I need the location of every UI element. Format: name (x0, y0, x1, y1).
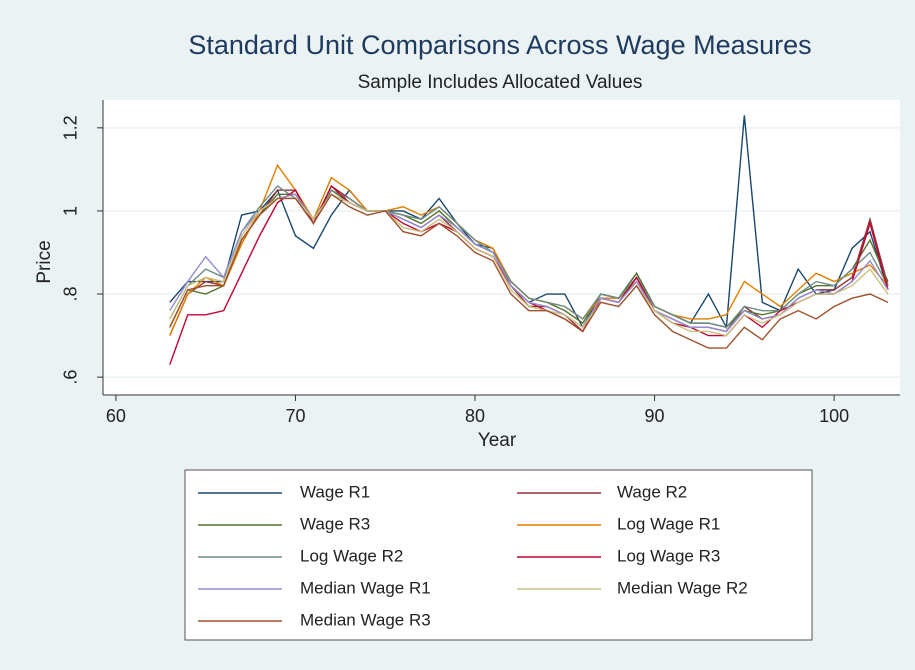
plot-area (103, 100, 900, 395)
legend-label: Log Wage R2 (300, 546, 403, 565)
y-tick-label: .8 (61, 287, 81, 302)
x-tick-label: 100 (819, 406, 849, 426)
x-tick-label: 70 (285, 406, 305, 426)
legend-label: Wage R1 (300, 482, 370, 501)
y-tick-label: 1 (61, 206, 81, 216)
legend-label: Wage R3 (300, 514, 370, 533)
y-tick-label: 1.2 (61, 115, 81, 140)
x-axis-label: Year (478, 430, 517, 451)
x-tick-label: 60 (106, 406, 126, 426)
y-axis-label: Price (34, 240, 55, 283)
x-tick-label: 80 (465, 406, 485, 426)
series-line (169, 193, 889, 333)
legend (184, 469, 813, 641)
chart-title: Standard Unit Comparisons Across Wage Me… (188, 30, 811, 60)
chart-subtitle: Sample Includes Allocated Values (358, 72, 643, 93)
y-tick-label: .6 (61, 370, 81, 385)
legend-label: Log Wage R1 (617, 514, 720, 533)
legend-label: Log Wage R3 (617, 546, 720, 565)
legend-label: Median Wage R1 (300, 578, 431, 597)
legend-label: Wage R2 (617, 482, 687, 501)
legend-label: Median Wage R3 (300, 610, 431, 629)
series-line (169, 193, 889, 349)
legend-label: Median Wage R2 (617, 578, 748, 597)
x-tick-label: 90 (645, 406, 665, 426)
